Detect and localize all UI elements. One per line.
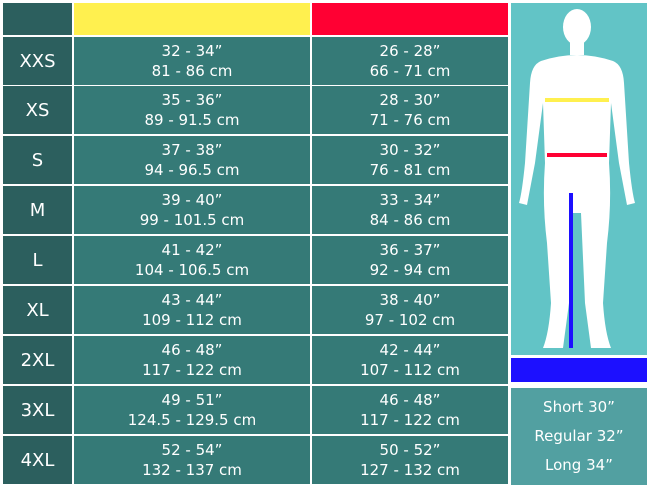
waist-inches: 36 - 37” (379, 241, 441, 259)
waist-inches: 38 - 40” (379, 291, 441, 309)
size-label: M (3, 186, 72, 234)
waist-inches: 30 - 32” (379, 141, 441, 159)
chest-cm: 104 - 106.5 cm (134, 261, 250, 279)
size-label: XS (3, 86, 72, 134)
chest-cm: 89 - 91.5 cm (144, 111, 240, 129)
waist-inches: 26 - 28” (379, 42, 441, 60)
waist-cell: 42 - 44” 107 - 112 cm (312, 336, 508, 384)
chest-inches: 35 - 36” (161, 91, 223, 109)
chest-cm: 132 - 137 cm (142, 461, 242, 479)
chest-cm: 109 - 112 cm (142, 311, 242, 329)
chest-cell: 43 - 44” 109 - 112 cm (74, 286, 310, 334)
waist-measure-line (547, 153, 607, 157)
chest-cm: 124.5 - 129.5 cm (127, 411, 257, 429)
waist-cell: 33 - 34” 84 - 86 cm (312, 186, 508, 234)
size-label: S (3, 136, 72, 184)
chest-cm: 117 - 122 cm (142, 361, 242, 379)
waist-inches: 42 - 44” (379, 341, 441, 359)
chest-inches: 41 - 42” (161, 241, 223, 259)
waist-cm: 66 - 71 cm (369, 62, 451, 80)
inseam-color-bar (511, 358, 647, 382)
waist-inches: 33 - 34” (379, 191, 441, 209)
size-label: 4XL (3, 436, 72, 484)
waist-cm: 92 - 94 cm (369, 261, 451, 279)
size-label: 3XL (3, 386, 72, 434)
chest-cell: 46 - 48” 117 - 122 cm (74, 336, 310, 384)
waist-cm: 71 - 76 cm (369, 111, 451, 129)
chest-inches: 52 - 54” (161, 441, 223, 459)
chest-cm: 99 - 101.5 cm (139, 211, 245, 229)
waist-cm: 84 - 86 cm (369, 211, 451, 229)
chest-color-header (74, 3, 310, 35)
chest-measure-line (545, 98, 609, 102)
inseam-lengths: Short 30” Regular 32” Long 34” (511, 388, 647, 485)
waist-inches: 46 - 48” (379, 391, 441, 409)
waist-cm: 76 - 81 cm (369, 161, 451, 179)
size-label: XL (3, 286, 72, 334)
human-silhouette-icon (519, 9, 635, 348)
size-label: 2XL (3, 336, 72, 384)
chest-inches: 49 - 51” (161, 391, 223, 409)
chest-inches: 39 - 40” (161, 191, 223, 209)
waist-cell: 28 - 30” 71 - 76 cm (312, 86, 508, 134)
size-label: XXS (3, 37, 72, 85)
waist-cell: 46 - 48” 117 - 122 cm (312, 386, 508, 434)
chest-cell: 52 - 54” 132 - 137 cm (74, 436, 310, 484)
waist-cell: 50 - 52” 127 - 132 cm (312, 436, 508, 484)
inseam-long: Long 34” (545, 456, 613, 474)
chest-cell: 32 - 34” 81 - 86 cm (74, 37, 310, 85)
body-figure (511, 3, 647, 355)
waist-cell: 36 - 37” 92 - 94 cm (312, 236, 508, 284)
waist-cm: 97 - 102 cm (364, 311, 456, 329)
waist-inches: 28 - 30” (379, 91, 441, 109)
chest-cm: 81 - 86 cm (151, 62, 233, 80)
chest-cell: 41 - 42” 104 - 106.5 cm (74, 236, 310, 284)
inseam-short: Short 30” (543, 398, 615, 416)
chest-cell: 49 - 51” 124.5 - 129.5 cm (74, 386, 310, 434)
chest-inches: 37 - 38” (161, 141, 223, 159)
waist-inches: 50 - 52” (379, 441, 441, 459)
chest-inches: 43 - 44” (161, 291, 223, 309)
waist-cell: 26 - 28” 66 - 71 cm (312, 37, 508, 85)
size-label: L (3, 236, 72, 284)
corner-header (3, 3, 72, 35)
chest-cell: 39 - 40” 99 - 101.5 cm (74, 186, 310, 234)
inseam-regular: Regular 32” (534, 427, 624, 445)
waist-color-header (312, 3, 508, 35)
waist-cell: 38 - 40” 97 - 102 cm (312, 286, 508, 334)
waist-cm: 127 - 132 cm (360, 461, 460, 479)
chest-cell: 35 - 36” 89 - 91.5 cm (74, 86, 310, 134)
waist-cm: 117 - 122 cm (360, 411, 460, 429)
chest-cm: 94 - 96.5 cm (144, 161, 240, 179)
inseam-measure-line (569, 193, 573, 348)
chest-inches: 46 - 48” (161, 341, 223, 359)
waist-cm: 107 - 112 cm (360, 361, 460, 379)
chest-cell: 37 - 38” 94 - 96.5 cm (74, 136, 310, 184)
waist-cell: 30 - 32” 76 - 81 cm (312, 136, 508, 184)
chest-inches: 32 - 34” (161, 42, 223, 60)
